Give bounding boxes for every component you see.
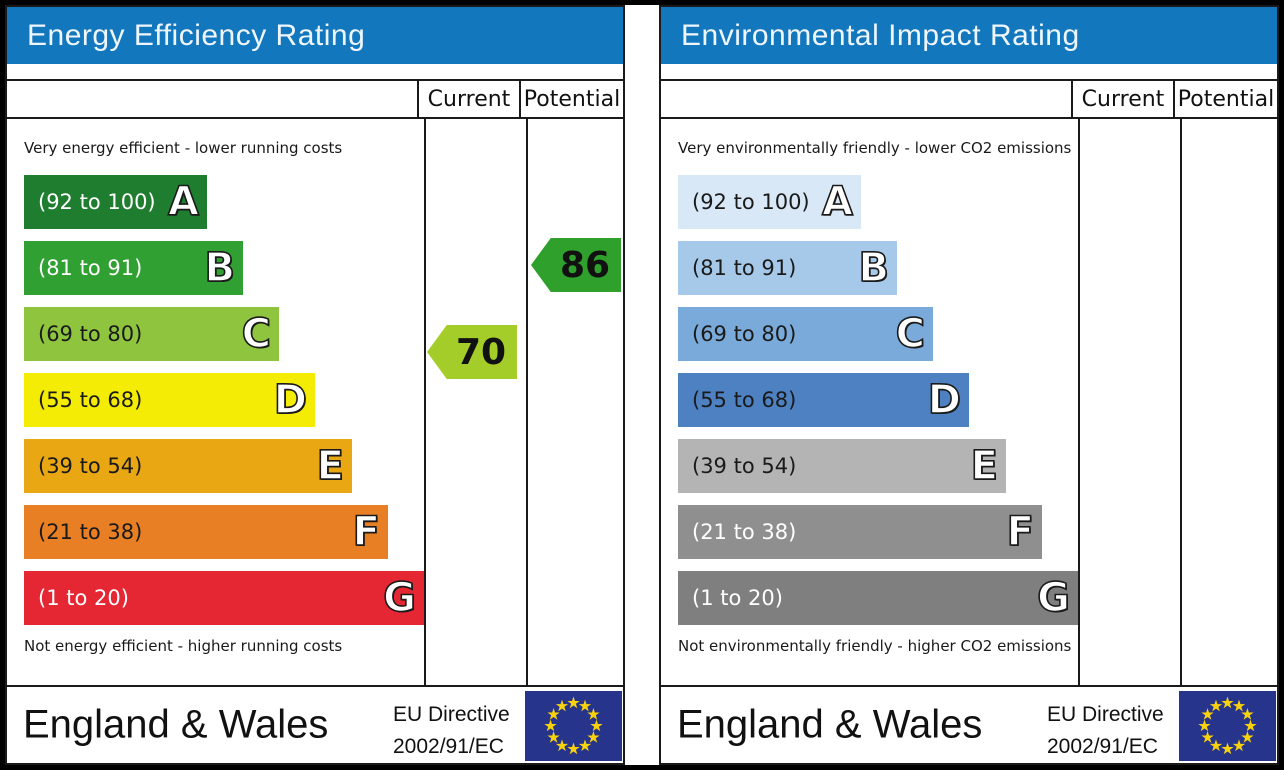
scale-header-cell — [661, 81, 1071, 117]
potential-rating-value: 86 — [559, 244, 611, 286]
band-a: (92 to 100) A — [24, 175, 207, 229]
panel-title: Environmental Impact Rating — [661, 7, 1277, 64]
eu-flag-icon — [1179, 691, 1276, 761]
rating-scale: Very energy efficient - lower running co… — [7, 119, 424, 685]
band-range: (21 to 38) — [38, 520, 143, 544]
eu-directive-label: EU Directive 2002/91/EC — [393, 703, 510, 758]
bottom-note: Not energy efficient - higher running co… — [24, 637, 343, 655]
band-e: (39 to 54) E — [24, 439, 352, 493]
band-letter: C — [895, 310, 926, 358]
band-b: (81 to 91) B — [678, 241, 897, 295]
potential-column — [1180, 119, 1277, 685]
band-range: (55 to 68) — [692, 388, 797, 412]
bottom-note: Not environmentally friendly - higher CO… — [678, 637, 1072, 655]
current-column — [1078, 119, 1180, 685]
band-range: (92 to 100) — [38, 190, 156, 214]
band-letter: C — [241, 310, 272, 358]
band-range: (1 to 20) — [692, 586, 783, 610]
top-note: Very environmentally friendly - lower CO… — [678, 139, 1072, 157]
current-column-header: Current — [1071, 81, 1173, 117]
band-letter: G — [382, 574, 416, 622]
potential-rating-arrow: 86 — [531, 238, 621, 292]
title-spacer — [7, 64, 623, 81]
current-column-header: Current — [417, 81, 519, 117]
band-range: (69 to 80) — [692, 322, 797, 346]
band-letter: E — [316, 442, 345, 490]
band-list: (92 to 100) A (81 to 91) B (69 to 80) C — [678, 175, 1078, 625]
title-spacer — [661, 64, 1277, 81]
rating-scale: Very environmentally friendly - lower CO… — [661, 119, 1078, 685]
band-g: (1 to 20) G — [678, 571, 1078, 625]
band-letter: A — [167, 178, 200, 226]
current-column — [424, 119, 526, 685]
eu-flag-icon — [525, 691, 622, 761]
band-range: (39 to 54) — [38, 454, 143, 478]
band-letter: F — [352, 508, 381, 556]
column-header-row: Current Potential — [661, 81, 1277, 119]
panel-title: Energy Efficiency Rating — [7, 7, 623, 64]
band-letter: A — [821, 178, 854, 226]
environmental-impact-panel: Environmental Impact Rating Current Pote… — [659, 5, 1279, 765]
band-range: (39 to 54) — [692, 454, 797, 478]
band-d: (55 to 68) D — [678, 373, 969, 427]
band-c: (69 to 80) C — [678, 307, 933, 361]
band-range: (81 to 91) — [692, 256, 797, 280]
current-rating-arrow: 70 — [427, 325, 517, 379]
band-d: (55 to 68) D — [24, 373, 315, 427]
eu-directive-label: EU Directive 2002/91/EC — [1047, 703, 1164, 758]
band-e: (39 to 54) E — [678, 439, 1006, 493]
band-b: (81 to 91) B — [24, 241, 243, 295]
band-range: (81 to 91) — [38, 256, 143, 280]
band-range: (21 to 38) — [692, 520, 797, 544]
band-letter: D — [927, 376, 962, 424]
band-range: (55 to 68) — [38, 388, 143, 412]
potential-column-header: Potential — [1173, 81, 1277, 117]
band-letter: G — [1036, 574, 1070, 622]
band-range: (1 to 20) — [38, 586, 129, 610]
energy-efficiency-panel: Energy Efficiency Rating Current Potenti… — [5, 5, 625, 765]
band-range: (92 to 100) — [692, 190, 810, 214]
band-f: (21 to 38) F — [678, 505, 1042, 559]
potential-column-header: Potential — [519, 81, 623, 117]
band-c: (69 to 80) C — [24, 307, 279, 361]
content-area: Energy Efficiency Rating Current Potenti… — [5, 5, 1279, 765]
panel-footer: England & Wales EU Directive 2002/91/EC — [661, 687, 1277, 763]
band-g: (1 to 20) G — [24, 571, 424, 625]
scale-header-cell — [7, 81, 417, 117]
panel-footer: England & Wales EU Directive 2002/91/EC — [7, 687, 623, 763]
potential-column — [526, 119, 623, 685]
band-letter: B — [204, 244, 236, 292]
band-letter: B — [858, 244, 890, 292]
region-label: England & Wales — [23, 702, 329, 747]
top-note: Very energy efficient - lower running co… — [24, 139, 343, 157]
band-letter: D — [273, 376, 308, 424]
band-letter: F — [1006, 508, 1035, 556]
rating-body: Very environmentally friendly - lower CO… — [661, 119, 1277, 687]
band-range: (69 to 80) — [38, 322, 143, 346]
column-header-row: Current Potential — [7, 81, 623, 119]
band-letter: E — [970, 442, 999, 490]
band-f: (21 to 38) F — [24, 505, 388, 559]
current-rating-value: 70 — [455, 331, 507, 373]
rating-body: Very energy efficient - lower running co… — [7, 119, 623, 687]
region-label: England & Wales — [677, 702, 983, 747]
band-a: (92 to 100) A — [678, 175, 861, 229]
band-list: (92 to 100) A (81 to 91) B (69 to 80) C — [24, 175, 424, 625]
